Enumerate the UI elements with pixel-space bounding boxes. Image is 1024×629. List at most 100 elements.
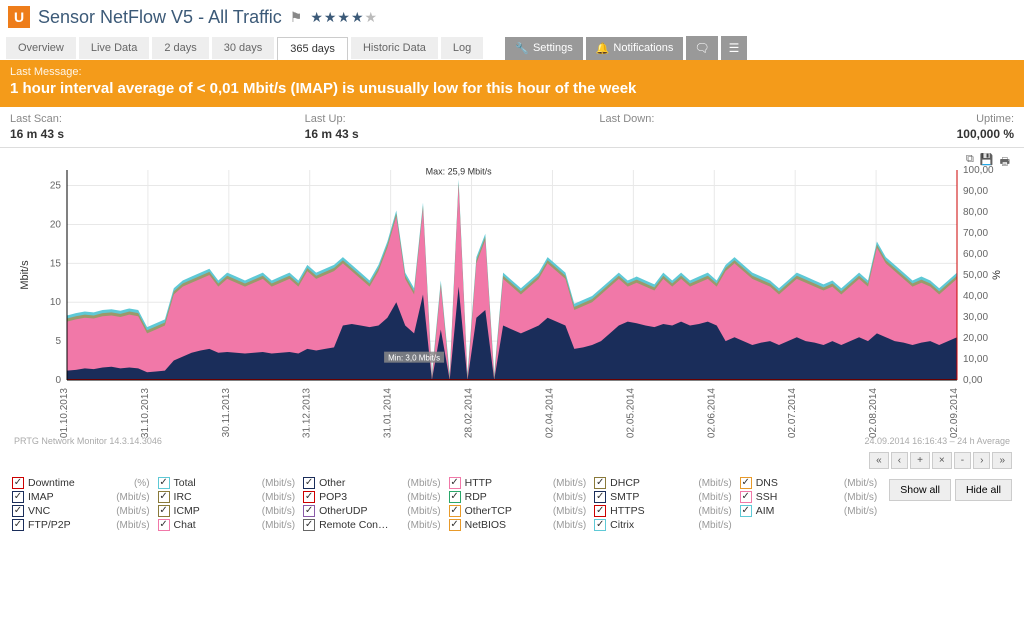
legend-item-othertcp[interactable]: ✓OtherTCP(Mbit/s) [449, 505, 587, 517]
legend-checkbox[interactable]: ✓ [740, 491, 752, 503]
tab-365-days[interactable]: 365 days [277, 37, 348, 60]
legend-item-ftp-p2p[interactable]: ✓FTP/P2P(Mbit/s) [12, 519, 150, 531]
legend-item-irc[interactable]: ✓IRC(Mbit/s) [158, 491, 296, 503]
svg-text:30.11.2013: 30.11.2013 [221, 388, 232, 438]
legend-checkbox[interactable]: ✓ [594, 519, 606, 531]
svg-text:02.04.2014: 02.04.2014 [544, 388, 555, 438]
legend-label: IMAP [28, 491, 112, 503]
svg-text:0,00: 0,00 [963, 375, 983, 386]
legend-item-imap[interactable]: ✓IMAP(Mbit/s) [12, 491, 150, 503]
legend-checkbox[interactable]: ✓ [158, 519, 170, 531]
legend-checkbox[interactable]: ✓ [449, 505, 461, 517]
legend-item-total[interactable]: ✓Total(Mbit/s) [158, 477, 296, 489]
notifications-button[interactable]: 🔔 Notifications [586, 37, 684, 60]
legend-item-citrix[interactable]: ✓Citrix(Mbit/s) [594, 519, 732, 531]
alert-banner: Last Message: 1 hour interval average of… [0, 60, 1024, 107]
legend-checkbox[interactable]: ✓ [449, 477, 461, 489]
legend-unit: (%) [134, 478, 150, 489]
legend-unit: (Mbit/s) [407, 492, 440, 503]
legend-item-pop3[interactable]: ✓POP3(Mbit/s) [303, 491, 441, 503]
chart-nav-‹[interactable]: ‹ [891, 452, 908, 469]
tab-live-data[interactable]: Live Data [79, 37, 149, 59]
legend-checkbox[interactable]: ✓ [594, 505, 606, 517]
tab-log[interactable]: Log [441, 37, 483, 59]
chart-nav-»[interactable]: » [992, 452, 1012, 469]
legend-item-remote-con-[interactable]: ✓Remote Con…(Mbit/s) [303, 519, 441, 531]
legend-label: Total [174, 477, 258, 489]
legend-item-ssh[interactable]: ✓SSH(Mbit/s) [740, 491, 878, 503]
legend-item-other[interactable]: ✓Other(Mbit/s) [303, 477, 441, 489]
legend-checkbox[interactable]: ✓ [303, 505, 315, 517]
legend-checkbox[interactable]: ✓ [303, 519, 315, 531]
legend-label: OtherUDP [319, 505, 403, 517]
legend-item-rdp[interactable]: ✓ RDP (Mbit/s) [449, 491, 587, 503]
chart-print-icon[interactable]: 🖶 [998, 152, 1012, 173]
legend-item-chat[interactable]: ✓Chat(Mbit/s) [158, 519, 296, 531]
show-all-button[interactable]: Show all [889, 479, 951, 501]
chart-nav--[interactable]: - [954, 452, 971, 469]
legend-item-dhcp[interactable]: ✓DHCP(Mbit/s) [594, 477, 732, 489]
legend-unit: (Mbit/s) [116, 520, 149, 531]
svg-text:Min: 3,0 Mbit/s: Min: 3,0 Mbit/s [388, 354, 440, 363]
legend-item-otherudp[interactable]: ✓OtherUDP(Mbit/s) [303, 505, 441, 517]
chart-nav-›[interactable]: › [973, 452, 990, 469]
legend-item-dns[interactable]: ✓DNS(Mbit/s) [740, 477, 878, 489]
legend-checkbox[interactable]: ✓ [158, 505, 170, 517]
tab-overview[interactable]: Overview [6, 37, 76, 59]
legend-checkbox[interactable]: ✓ [12, 519, 24, 531]
tab-30-days[interactable]: 30 days [212, 37, 275, 59]
stat-label: Last Scan: [10, 113, 305, 125]
stat-value: 16 m 43 s [10, 127, 305, 141]
legend-show-hide: Show all Hide all [889, 473, 1024, 501]
legend-item-aim[interactable]: ✓AIM(Mbit/s) [740, 505, 878, 517]
legend-unit: (Mbit/s) [262, 520, 295, 531]
flag-icon[interactable]: ⚑ [290, 9, 303, 26]
legend-item-http[interactable]: ✓HTTP(Mbit/s) [449, 477, 587, 489]
legend-item-https[interactable]: ✓HTTPS(Mbit/s) [594, 505, 732, 517]
legend-label: Other [319, 477, 403, 489]
legend-item-vnc[interactable]: ✓VNC(Mbit/s) [12, 505, 150, 517]
chart-nav-×[interactable]: × [932, 452, 952, 469]
settings-button[interactable]: 🔧 Settings [505, 37, 582, 60]
rating-stars[interactable]: ★★★★★ [310, 9, 378, 26]
comment-icon-button[interactable]: 🗨 [686, 36, 717, 60]
legend-item-downtime[interactable]: ✓Downtime(%) [12, 477, 150, 489]
svg-text:5: 5 [55, 336, 61, 347]
chart-export-icon[interactable]: ⧉ [964, 152, 976, 173]
chart-legend: ✓Downtime(%)✓Total(Mbit/s)✓Other(Mbit/s)… [0, 473, 889, 541]
legend-checkbox[interactable]: ✓ [12, 505, 24, 517]
chart-footer-left: PRTG Network Monitor 14.3.14.3046 [14, 436, 162, 446]
legend-checkbox[interactable]: ✓ [158, 491, 170, 503]
chart-nav-«[interactable]: « [869, 452, 889, 469]
legend-checkbox[interactable]: ✓ [594, 491, 606, 503]
legend-item-smtp[interactable]: ✓SMTP(Mbit/s) [594, 491, 732, 503]
legend-checkbox[interactable]: ✓ [449, 491, 461, 503]
legend-checkbox[interactable]: ✓ [303, 477, 315, 489]
legend-checkbox[interactable]: ✓ [740, 477, 752, 489]
legend-checkbox[interactable]: ✓ [12, 477, 24, 489]
legend-label: ICMP [174, 505, 258, 517]
svg-text:25: 25 [50, 181, 62, 192]
page-title: Sensor NetFlow V5 - All Traffic [38, 7, 282, 28]
legend-checkbox[interactable]: ✓ [594, 477, 606, 489]
legend-checkbox[interactable]: ✓ [158, 477, 170, 489]
legend-unit: (Mbit/s) [553, 492, 586, 503]
menu-icon-button[interactable]: ☰ [721, 36, 748, 60]
hide-all-button[interactable]: Hide all [955, 479, 1012, 501]
stat-label: Last Up: [305, 113, 600, 125]
legend-item-netbios[interactable]: ✓NetBIOS(Mbit/s) [449, 519, 587, 531]
legend-checkbox[interactable]: ✓ [303, 491, 315, 503]
chart-save-icon[interactable]: 💾 [978, 152, 996, 173]
tab-historic-data[interactable]: Historic Data [351, 37, 438, 59]
tab-2-days[interactable]: 2 days [152, 37, 208, 59]
legend-checkbox[interactable]: ✓ [740, 505, 752, 517]
legend-unit: (Mbit/s) [698, 478, 731, 489]
notifications-button-icon: 🔔 [596, 42, 610, 55]
legend-item-icmp[interactable]: ✓ICMP(Mbit/s) [158, 505, 296, 517]
legend-checkbox[interactable]: ✓ [12, 491, 24, 503]
chart-nav-+[interactable]: + [910, 452, 930, 469]
legend-checkbox[interactable]: ✓ [449, 519, 461, 531]
legend-label: IRC [174, 491, 258, 503]
legend-label: RDP [465, 491, 549, 503]
svg-text:10: 10 [50, 297, 62, 308]
